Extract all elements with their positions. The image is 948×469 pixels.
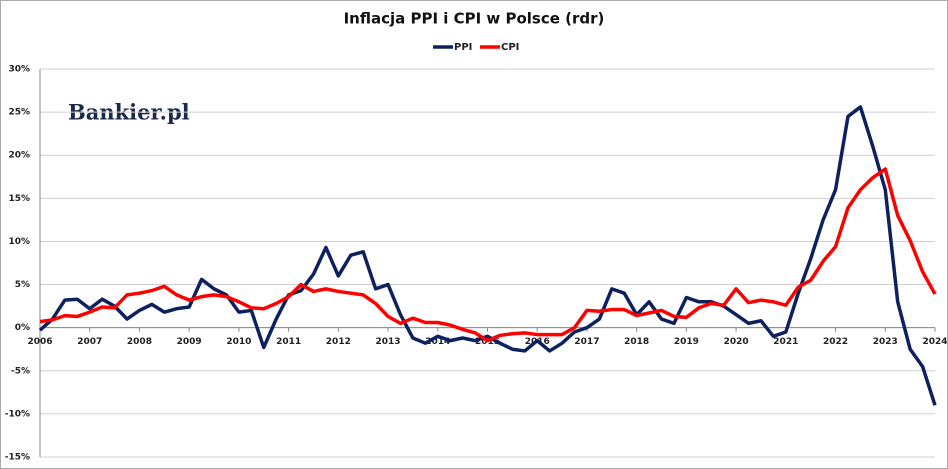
y-tick-label: 20%: [8, 151, 30, 161]
series-line: [39, 167, 937, 343]
y-tick-label: 15%: [8, 194, 30, 204]
legend-label: PPI: [454, 42, 472, 53]
chart-title: Inflacja PPI i CPI w Polsce (rdr): [344, 10, 605, 28]
x-tick-label: 2020: [724, 337, 749, 347]
x-tick-label: 2013: [376, 337, 401, 347]
legend-label: CPI: [501, 42, 519, 53]
x-tick-label: 2006: [27, 337, 52, 347]
x-tick-label: 2010: [226, 337, 251, 347]
x-tick-label: 2011: [276, 337, 301, 347]
y-tick-label: 0%: [15, 323, 30, 333]
x-tick-label: 2018: [624, 337, 649, 347]
y-tick-label: 10%: [8, 237, 30, 247]
x-tick-label: 2007: [77, 337, 102, 347]
x-tick-label: 2023: [873, 337, 898, 347]
x-tick-label: 2024: [922, 337, 947, 347]
x-tick-label: 2014: [425, 337, 450, 347]
y-tick-label: -15%: [5, 453, 30, 463]
x-tick-label: 2009: [177, 337, 202, 347]
y-tick-label: 25%: [8, 108, 30, 118]
x-tick-label: 2022: [823, 337, 848, 347]
y-tick-label: 30%: [8, 65, 30, 75]
x-tick-label: 2021: [773, 337, 798, 347]
x-tick-label: 2017: [574, 337, 599, 347]
x-tick-label: 2019: [674, 337, 699, 347]
y-tick-label: -5%: [11, 366, 30, 376]
x-tick-label: 2012: [326, 337, 351, 347]
x-tick-label: 2008: [127, 337, 152, 347]
y-tick-label: 5%: [15, 280, 30, 290]
series-line: [38, 105, 937, 406]
y-tick-label: -10%: [5, 409, 30, 419]
